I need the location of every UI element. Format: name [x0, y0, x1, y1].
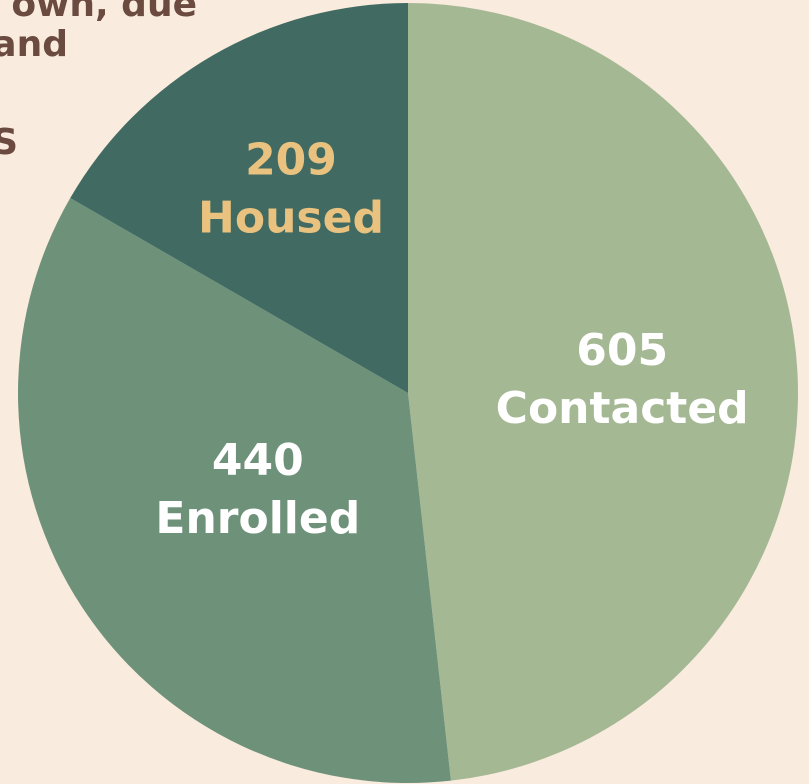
slice-value-label: 440 — [212, 435, 304, 486]
slice-value-label: 605 — [576, 325, 668, 376]
pie-slice — [18, 198, 451, 783]
slice-category-label: Contacted — [496, 383, 749, 434]
annotation: own, due — [11, 0, 197, 25]
slice-value-label: 209 — [245, 134, 337, 185]
annotation: S — [0, 122, 18, 163]
slice-category-label: Housed — [198, 192, 384, 243]
pie-slice — [408, 3, 798, 781]
pie-slice — [70, 3, 408, 393]
annotation: and — [0, 24, 68, 65]
slice-category-label: Enrolled — [155, 493, 360, 544]
